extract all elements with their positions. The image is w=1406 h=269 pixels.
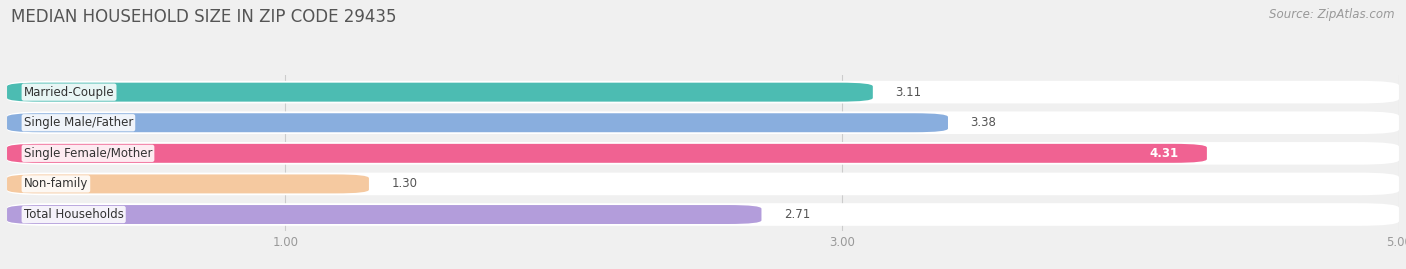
Text: Single Male/Father: Single Male/Father bbox=[24, 116, 134, 129]
Text: 3.11: 3.11 bbox=[896, 86, 921, 99]
FancyBboxPatch shape bbox=[7, 113, 948, 132]
Text: Source: ZipAtlas.com: Source: ZipAtlas.com bbox=[1270, 8, 1395, 21]
Text: Non-family: Non-family bbox=[24, 178, 89, 190]
Text: 4.31: 4.31 bbox=[1150, 147, 1180, 160]
Text: 2.71: 2.71 bbox=[783, 208, 810, 221]
Text: Single Female/Mother: Single Female/Mother bbox=[24, 147, 152, 160]
Text: 1.30: 1.30 bbox=[391, 178, 418, 190]
FancyBboxPatch shape bbox=[7, 83, 873, 102]
FancyBboxPatch shape bbox=[7, 142, 1399, 165]
Text: Married-Couple: Married-Couple bbox=[24, 86, 114, 99]
FancyBboxPatch shape bbox=[7, 205, 762, 224]
FancyBboxPatch shape bbox=[7, 203, 1399, 226]
FancyBboxPatch shape bbox=[7, 81, 1399, 104]
Text: MEDIAN HOUSEHOLD SIZE IN ZIP CODE 29435: MEDIAN HOUSEHOLD SIZE IN ZIP CODE 29435 bbox=[11, 8, 396, 26]
FancyBboxPatch shape bbox=[7, 174, 368, 193]
Text: 3.38: 3.38 bbox=[970, 116, 995, 129]
FancyBboxPatch shape bbox=[7, 144, 1206, 163]
FancyBboxPatch shape bbox=[7, 173, 1399, 195]
Text: Total Households: Total Households bbox=[24, 208, 124, 221]
FancyBboxPatch shape bbox=[7, 111, 1399, 134]
